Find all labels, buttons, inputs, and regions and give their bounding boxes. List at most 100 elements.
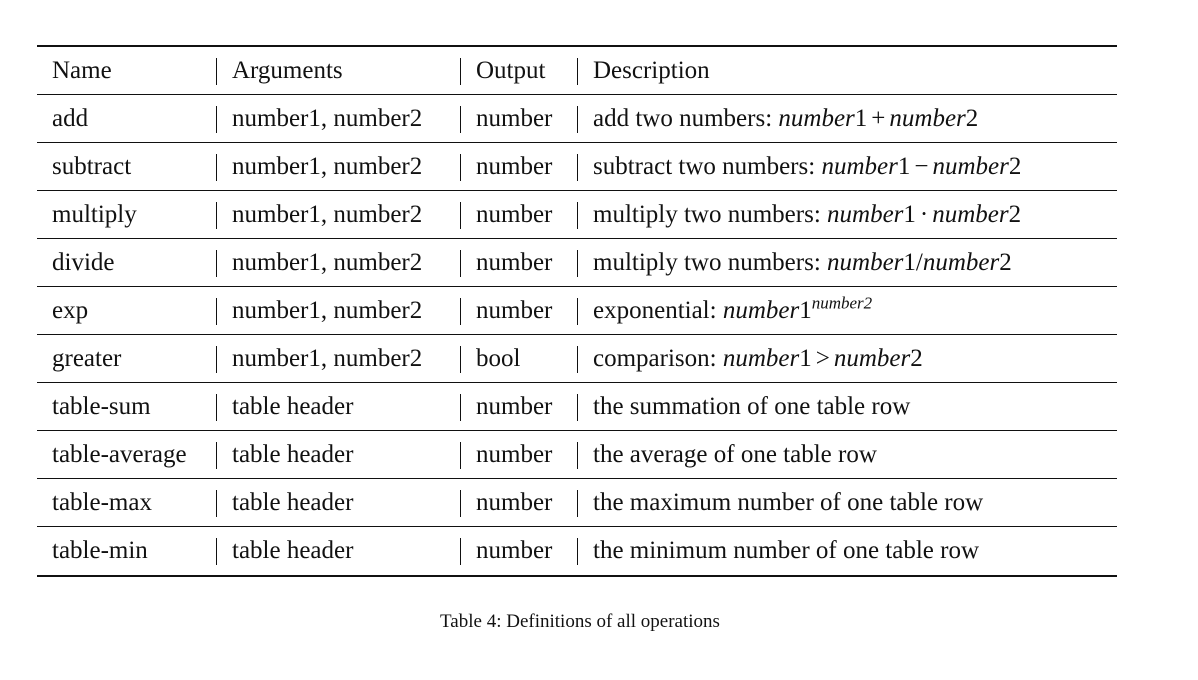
math-expression: number1/number2 <box>827 249 1012 276</box>
column-divider <box>216 298 217 325</box>
column-divider <box>216 394 217 421</box>
header-arguments: Arguments <box>232 57 343 84</box>
op-output: number <box>476 489 553 516</box>
math-index: 1 <box>903 249 916 276</box>
op-output: number <box>476 297 553 324</box>
math-index: 2 <box>999 249 1012 276</box>
op-arguments: table header <box>232 441 354 468</box>
op-description: subtract two numbers: number1− number2 <box>593 143 1021 191</box>
table-row: subtract number1, number2 number subtrac… <box>37 143 1117 191</box>
math-index: 1 <box>799 345 812 372</box>
description-text: add two numbers: <box>593 105 773 132</box>
math-index: 1 <box>903 201 916 228</box>
math-operator: > <box>815 345 830 372</box>
math-index: 2 <box>965 105 979 132</box>
column-divider <box>460 442 461 469</box>
column-divider <box>216 442 217 469</box>
header-output: Output <box>476 57 546 84</box>
math-var: number <box>932 201 1009 228</box>
header-name: Name <box>52 57 112 84</box>
math-operator: − <box>914 153 929 180</box>
math-var: number <box>778 105 855 132</box>
math-operator: + <box>871 105 886 132</box>
math-index: 1 <box>799 297 812 324</box>
op-name: table-average <box>52 441 187 468</box>
math-var: number <box>722 345 800 372</box>
column-divider <box>216 202 217 229</box>
table-row: table-max table header number the maximu… <box>37 479 1117 527</box>
description-text: exponential: <box>593 297 717 324</box>
math-expression: number1 > number2 <box>723 345 923 372</box>
column-divider <box>577 250 578 277</box>
op-arguments: table header <box>232 393 354 420</box>
op-name: multiply <box>52 201 137 228</box>
column-divider <box>460 202 461 229</box>
column-divider <box>577 298 578 325</box>
column-divider <box>460 58 461 85</box>
table-row: greater number1, number2 bool comparison… <box>37 335 1117 383</box>
column-divider <box>577 58 578 85</box>
math-var: number <box>827 201 904 228</box>
math-index: 1 <box>897 153 911 180</box>
op-name: add <box>52 105 89 132</box>
math-var: number <box>821 153 898 180</box>
operations-table: Name Arguments Output Description add nu… <box>37 45 1117 577</box>
op-output: number <box>476 537 553 564</box>
table-row: divide number1, number2 number multiply … <box>37 239 1117 287</box>
math-var: number <box>922 249 1000 276</box>
op-arguments: number1, number2 <box>232 153 423 180</box>
math-operator: · <box>919 201 929 228</box>
column-divider <box>216 154 217 181</box>
math-expression: number1number2 <box>723 295 872 324</box>
math-index: 1 <box>854 105 868 132</box>
column-divider <box>216 346 217 373</box>
op-name: divide <box>52 249 115 276</box>
op-output: bool <box>476 345 521 372</box>
op-arguments: number1, number2 <box>232 345 423 372</box>
header-description: Description <box>593 57 710 84</box>
math-expression: number1− number2 <box>821 153 1021 180</box>
column-divider <box>460 346 461 373</box>
column-divider <box>577 394 578 421</box>
column-divider <box>577 202 578 229</box>
op-description: comparison: number1 > number2 <box>593 335 923 383</box>
table-top-rule <box>37 45 1117 47</box>
op-arguments: number1, number2 <box>232 201 423 228</box>
column-divider <box>577 154 578 181</box>
math-var: number <box>932 153 1009 180</box>
math-index: 2 <box>1008 201 1022 228</box>
math-index: 2 <box>1008 153 1022 180</box>
column-divider <box>216 538 217 565</box>
column-divider <box>460 490 461 517</box>
column-divider <box>216 58 217 85</box>
op-name: subtract <box>52 153 132 180</box>
op-arguments: table header <box>232 489 354 516</box>
op-output: number <box>476 249 553 276</box>
op-description: exponential: number1number2 <box>593 287 872 335</box>
column-divider <box>460 154 461 181</box>
op-name: exp <box>52 297 89 324</box>
op-output: number <box>476 393 553 420</box>
column-divider <box>216 490 217 517</box>
column-divider <box>460 394 461 421</box>
description-text: multiply two numbers: <box>593 201 821 228</box>
table-row: table-sum table header number the summat… <box>37 383 1117 431</box>
math-var: number <box>833 345 911 372</box>
math-expression: number1 · number2 <box>827 201 1021 228</box>
column-divider <box>460 250 461 277</box>
op-output: number <box>476 201 553 228</box>
column-divider <box>577 442 578 469</box>
op-arguments: number1, number2 <box>232 105 423 132</box>
table-row: table-min table header number the minimu… <box>37 527 1117 575</box>
op-output: number <box>476 153 553 180</box>
column-divider <box>577 346 578 373</box>
op-name: greater <box>52 345 122 372</box>
op-description: add two numbers: number1 + number2 <box>593 95 978 143</box>
math-operator: / <box>915 249 923 276</box>
column-divider <box>460 538 461 565</box>
description-text: comparison: <box>593 345 717 372</box>
column-divider <box>460 106 461 133</box>
math-var: number <box>827 249 904 276</box>
op-description: multiply two numbers: number1/number2 <box>593 239 1012 287</box>
op-description: the maximum number of one table row <box>593 489 984 516</box>
